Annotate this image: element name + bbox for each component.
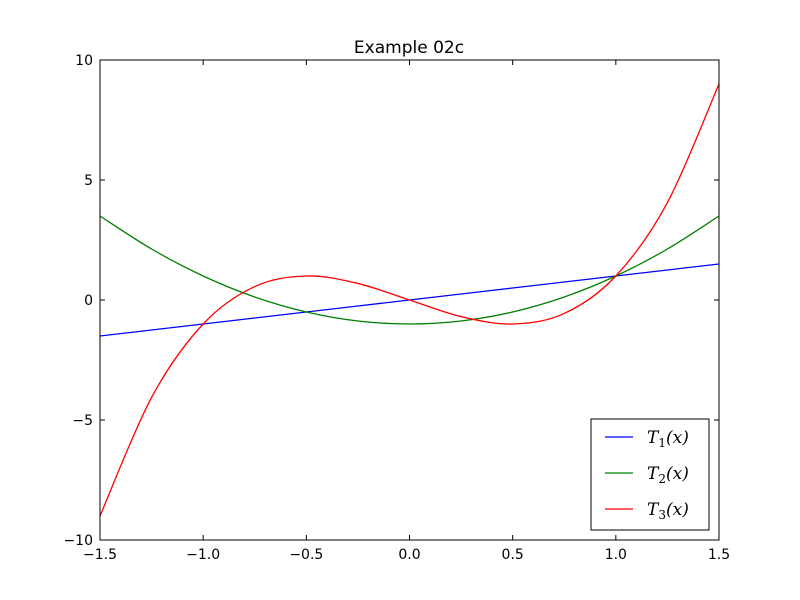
x-tick-label: −1.0 (186, 547, 220, 563)
x-tick-label: 1.0 (605, 547, 627, 563)
x-tick-label: −1.5 (83, 547, 117, 563)
y-axis: −10 −5 0 5 10 (63, 53, 719, 549)
chart-title: Example 02c (354, 38, 464, 58)
y-tick-label: −5 (72, 413, 93, 429)
series-layer (100, 83, 719, 517)
legend-label-t1: T1(x) (647, 428, 689, 450)
y-tick-label: −10 (63, 533, 93, 549)
y-tick-label: 0 (84, 293, 93, 309)
series-line-t3 (100, 83, 719, 517)
x-tick-label: 0.0 (398, 547, 420, 563)
x-axis: −1.5 −1.0 −0.5 0.0 0.5 1.0 1.5 (83, 60, 730, 563)
y-tick-label: 5 (84, 173, 93, 189)
x-tick-label: 0.5 (502, 547, 524, 563)
legend-label-t3: T3(x) (647, 500, 689, 522)
legend: T1(x) T2(x) T3(x) (590, 418, 710, 531)
y-tick-label: 10 (75, 53, 93, 69)
x-tick-label: −0.5 (289, 547, 323, 563)
x-tick-label: 1.5 (708, 547, 730, 563)
legend-label-t2: T2(x) (647, 464, 689, 486)
